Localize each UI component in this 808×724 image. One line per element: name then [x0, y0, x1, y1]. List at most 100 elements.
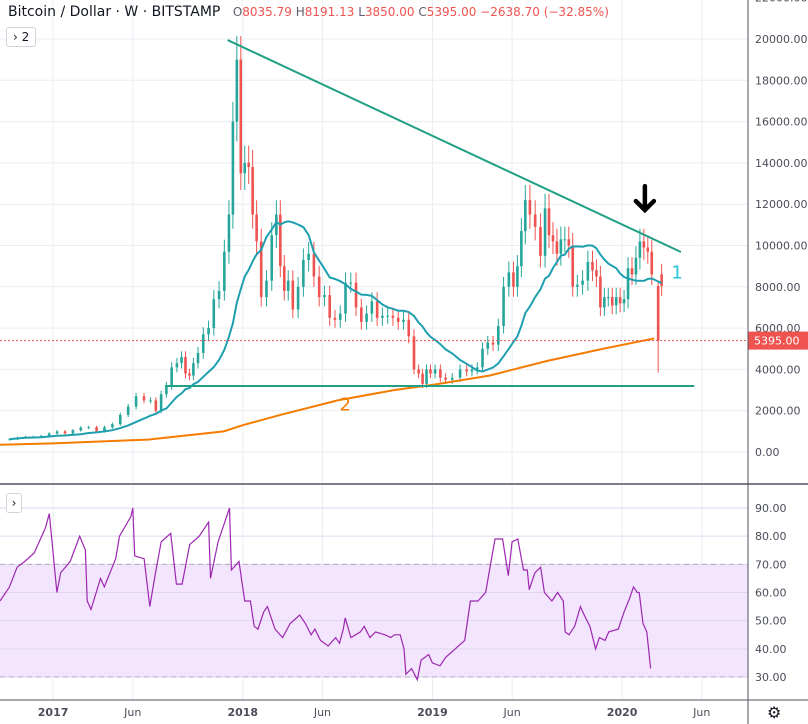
annotation-label: 2 [340, 395, 351, 416]
candle-body [475, 367, 479, 370]
price-axis-label: 0.00 [755, 446, 780, 459]
indicator-count: 2 [21, 30, 30, 44]
candle-body [265, 280, 268, 298]
last-price-label: 5395.00 [754, 335, 800, 348]
low-value: 3850.00 [364, 5, 415, 19]
candle-body [581, 280, 584, 285]
candle-body [307, 253, 310, 260]
candle-body [533, 214, 537, 227]
candle-body [217, 290, 221, 300]
candle-body [103, 427, 106, 432]
rsi-axis-label: 60.00 [755, 587, 787, 600]
candle-body [591, 262, 594, 271]
ohlc-values: O8035.79 H8191.13 L3850.00 C5395.00 −263… [233, 5, 609, 19]
candle-body [47, 433, 51, 436]
rsi-axis-label: 50.00 [755, 615, 787, 628]
candle-body [421, 373, 424, 384]
candle-body [165, 385, 168, 395]
candle-body [465, 369, 468, 372]
candle-body [338, 313, 342, 320]
high-value: 8191.13 [304, 5, 355, 19]
change-value: −2638.70 (−32.85%) [480, 5, 609, 19]
candle-body [603, 297, 606, 308]
rsi-line [0, 507, 652, 682]
open-label: O [232, 5, 243, 19]
time-axis-label: Jun [313, 706, 331, 719]
rsi-legend-toggle[interactable]: › [6, 493, 22, 513]
candle-body [543, 208, 547, 256]
arrow-down-icon [633, 183, 657, 214]
time-axis-label: 2017 [38, 706, 69, 719]
candle-body [391, 315, 395, 318]
open-value: 8035.79 [242, 5, 292, 19]
candle-body [626, 268, 630, 300]
candle-body [55, 431, 59, 434]
candle-body [614, 297, 618, 306]
candle-body [79, 427, 83, 431]
candle-body [111, 424, 114, 428]
candle-body [296, 286, 300, 310]
annotation-label: 1 [671, 263, 682, 284]
rsi-axis-label: 90.00 [755, 502, 787, 515]
candle-body [370, 301, 374, 314]
candle-body [412, 336, 416, 370]
candle-body [567, 239, 571, 246]
candle-body [539, 226, 542, 256]
candle-body [235, 59, 239, 122]
candle-body [247, 162, 251, 168]
candle-body [622, 299, 626, 304]
candle-body [134, 396, 138, 407]
moving-average-long [0, 337, 655, 446]
chevron-right-icon: › [13, 30, 18, 44]
gear-icon[interactable]: ⚙ [767, 703, 782, 722]
candle-body [559, 239, 563, 254]
symbol-title[interactable]: Bitcoin / Dollar · W · BITSTAMP [8, 4, 221, 20]
candle-body [270, 235, 274, 281]
candle-body [642, 241, 646, 248]
candle-body [212, 299, 216, 329]
candle-body [312, 253, 316, 277]
candle-body [282, 266, 286, 291]
candle-body [450, 377, 454, 380]
candle-body [444, 377, 447, 380]
candle-body [170, 367, 173, 386]
candle-body [192, 363, 195, 376]
candle-body [344, 282, 347, 314]
candle-body [188, 373, 191, 376]
candle-body [255, 214, 258, 242]
candle-body [184, 357, 187, 374]
candle-body [196, 352, 200, 364]
candle-body [481, 348, 484, 368]
symbol-header: Bitcoin / Dollar · W · BITSTAMP O8035.79… [8, 4, 609, 20]
candle-body [429, 369, 432, 374]
last-price-tag [748, 331, 808, 350]
candle-body [159, 394, 163, 411]
candle-body [349, 282, 353, 284]
candle-body [486, 342, 490, 349]
candle-body [630, 268, 634, 275]
candle-body [375, 301, 379, 318]
candle-body [118, 414, 122, 425]
candle-body [291, 280, 295, 310]
candle-body [142, 396, 146, 401]
candle-body [555, 241, 559, 254]
candle-body [563, 239, 567, 241]
time-axis-label: Jun [692, 706, 710, 719]
candle-body [207, 328, 210, 335]
candle-body [402, 319, 405, 322]
candle-body [638, 241, 642, 258]
time-axis-label: 2020 [607, 706, 638, 719]
candle-body [302, 259, 305, 287]
candle-body [227, 214, 231, 252]
candle-body [551, 235, 555, 242]
chevron-right-icon: › [11, 496, 17, 510]
candle-body [386, 315, 389, 317]
moving-average-short [9, 220, 663, 441]
trendline [227, 39, 682, 253]
candle-body [87, 427, 90, 429]
candle-body [243, 162, 247, 174]
candle-body [175, 363, 179, 368]
candle-body [599, 276, 602, 308]
indicators-legend-toggle[interactable]: › 2 [6, 27, 37, 47]
